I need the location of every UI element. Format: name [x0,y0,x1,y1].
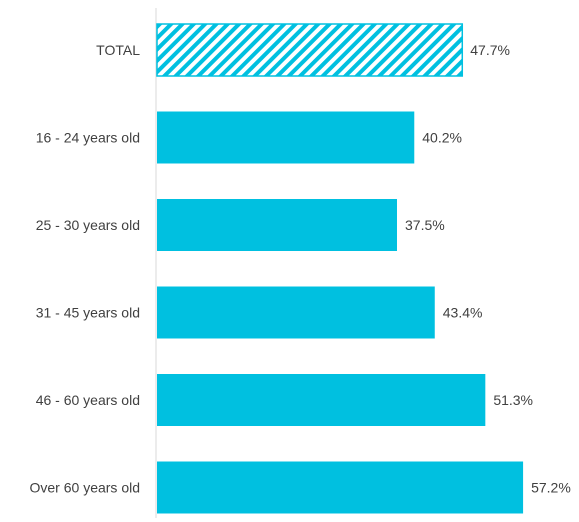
bar-31-45-years-old [157,286,435,339]
category-label-over-60-years-old: Over 60 years old [30,480,141,496]
value-label-over-60-years-old: 57.2% [531,480,571,496]
category-label-16-24-years-old: 16 - 24 years old [36,130,140,146]
value-label-46-60-years-old: 51.3% [493,392,533,408]
bar-25-30-years-old [157,199,397,251]
value-label-25-30-years-old: 37.5% [405,217,445,233]
category-label-46-60-years-old: 46 - 60 years old [36,392,140,408]
bar-46-60-years-old [157,374,486,426]
bar-total [156,23,464,77]
category-label-total: TOTAL [96,42,140,58]
bar-over-60-years-old [157,461,524,514]
category-label-25-30-years-old: 25 - 30 years old [36,217,140,233]
value-label-total: 47.7% [470,42,510,58]
category-label-31-45-years-old: 31 - 45 years old [36,305,140,321]
value-label-16-24-years-old: 40.2% [422,130,462,146]
value-label-31-45-years-old: 43.4% [443,305,483,321]
bar-16-24-years-old [157,111,415,164]
